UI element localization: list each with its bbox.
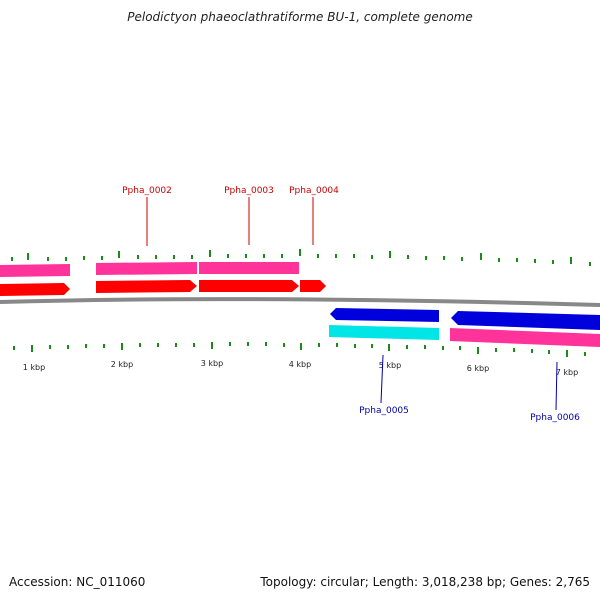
lower-ticks (13, 342, 586, 357)
kbp-label: 4 kbp (289, 360, 311, 369)
gene-label-ppha-0003[interactable]: Ppha_0003 (224, 186, 274, 196)
gene-label-leader (555, 361, 558, 411)
forward-cds-arrow (300, 280, 326, 292)
kbp-label: 2 kbp (111, 360, 133, 369)
reverse-gene-bar (450, 328, 600, 347)
forward-gene-track (0, 262, 299, 277)
gene-label-leader (380, 354, 384, 404)
reverse-cds-track (330, 308, 600, 330)
reverse-gene-bar (329, 325, 439, 340)
reverse-gene-track (329, 325, 600, 347)
kbp-label: 6 kbp (467, 364, 489, 373)
upper-ticks (11, 249, 591, 266)
gene-label-ppha-0004[interactable]: Ppha_0004 (289, 186, 339, 196)
genome-summary-text: Topology: circular; Length: 3,018,238 bp… (260, 575, 590, 589)
forward-cds-arrow (199, 280, 299, 292)
forward-gene-bar (199, 262, 299, 274)
kbp-label: 5 kbp (379, 361, 401, 370)
forward-cds-arrow (0, 283, 70, 296)
gene-label-ppha-0002[interactable]: Ppha_0002 (122, 186, 172, 196)
genome-title: Pelodictyon phaeoclathratiforme BU-1, co… (127, 10, 473, 24)
forward-cds-arrow (96, 280, 197, 293)
forward-gene-bar (0, 264, 70, 277)
forward-gene-bar (96, 262, 197, 275)
accession-text: Accession: NC_011060 (9, 575, 146, 589)
reverse-cds-arrow (330, 308, 439, 322)
kbp-label: 1 kbp (23, 363, 45, 372)
genome-backbone (0, 297, 600, 307)
gene-label-ppha-0006[interactable]: Ppha_0006 (530, 413, 580, 423)
forward-cds-track (0, 280, 326, 296)
kbp-label: 3 kbp (201, 359, 223, 368)
gene-label-ppha-0005[interactable]: Ppha_0005 (359, 406, 409, 416)
reverse-cds-arrow (451, 311, 600, 330)
kbp-label: 7 kbp (556, 368, 578, 377)
